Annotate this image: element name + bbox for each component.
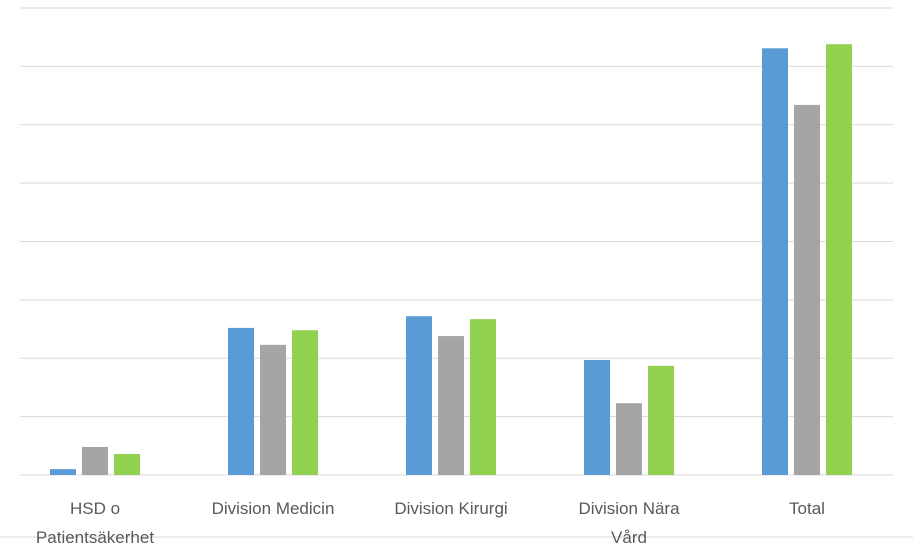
bar — [260, 344, 286, 475]
bar — [584, 360, 610, 475]
bar — [82, 446, 108, 475]
x-tick-label: Division Kirurgi — [394, 499, 508, 518]
bar — [762, 48, 788, 476]
bar — [648, 365, 674, 475]
x-tick-label: Division Nära Vård — [578, 499, 680, 545]
bar — [826, 44, 852, 475]
x-tick-label: Division Medicin — [211, 499, 335, 518]
bar — [438, 336, 464, 475]
bar — [470, 319, 496, 475]
bar — [292, 330, 318, 475]
bar — [794, 104, 820, 475]
bar — [50, 469, 76, 475]
bar — [616, 403, 642, 475]
x-tick-label: Total — [789, 499, 825, 518]
bar — [406, 316, 432, 475]
x-tick-label: HSD o Patientsäkerhet — [35, 499, 155, 545]
bar — [114, 453, 140, 475]
bar — [228, 327, 254, 475]
